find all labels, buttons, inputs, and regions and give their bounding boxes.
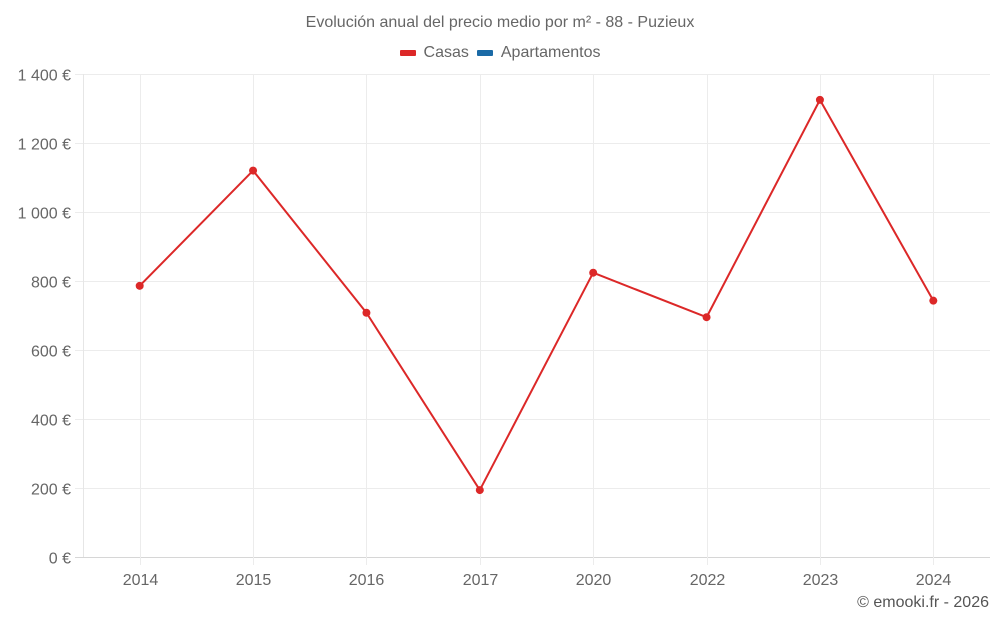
data-point[interactable] xyxy=(702,313,711,322)
x-tick-label: 2023 xyxy=(803,572,839,589)
data-point[interactable] xyxy=(362,308,371,317)
chart-legend: Casas Apartamentos xyxy=(0,44,1000,62)
y-tick-label: 600 € xyxy=(31,344,71,361)
legend-item-apartamentos[interactable]: Apartamentos xyxy=(476,44,601,62)
legend-swatch-apartamentos xyxy=(476,50,493,56)
copyright-footer: © emooki.fr - 2026 xyxy=(857,594,989,611)
series-line xyxy=(138,98,935,492)
chart-grid xyxy=(75,74,990,565)
legend-item-casas[interactable]: Casas xyxy=(399,44,469,62)
data-point[interactable] xyxy=(929,296,938,305)
x-tick-label: 2014 xyxy=(123,572,159,589)
data-point[interactable] xyxy=(815,95,824,104)
data-point[interactable] xyxy=(475,486,484,495)
y-axis: 0 € 200 € 400 € 600 € 800 € 1 000 € 1 200 € 1 4… xyxy=(18,68,71,568)
data-point[interactable] xyxy=(249,166,258,175)
x-tick-label: 2020 xyxy=(576,572,612,589)
x-tick-label: 2017 xyxy=(463,572,499,589)
x-axis: 2014 2015 2016 2017 2020 2022 2023 2024 xyxy=(123,572,952,589)
legend-label-apartamentos: Apartamentos xyxy=(500,44,601,61)
y-tick-label: 1 000 € xyxy=(18,206,71,223)
x-tick-label: 2015 xyxy=(236,572,272,589)
legend-label-casas: Casas xyxy=(423,44,469,61)
x-tick-label: 2022 xyxy=(690,572,726,589)
y-tick-label: 0 € xyxy=(49,551,71,568)
y-tick-label: 1 200 € xyxy=(18,137,71,154)
data-point[interactable] xyxy=(135,281,144,290)
x-tick-label: 2016 xyxy=(349,572,385,589)
y-tick-label: 1 400 € xyxy=(18,68,71,85)
data-point[interactable] xyxy=(589,268,598,277)
y-tick-label: 400 € xyxy=(31,413,71,430)
series-casas xyxy=(135,95,938,495)
legend-swatch-casas xyxy=(399,50,416,56)
y-tick-label: 200 € xyxy=(31,482,71,499)
x-tick-label: 2024 xyxy=(916,572,952,589)
chart-title: Evolución anual del precio medio por m² … xyxy=(305,14,695,31)
y-tick-label: 800 € xyxy=(31,275,71,292)
